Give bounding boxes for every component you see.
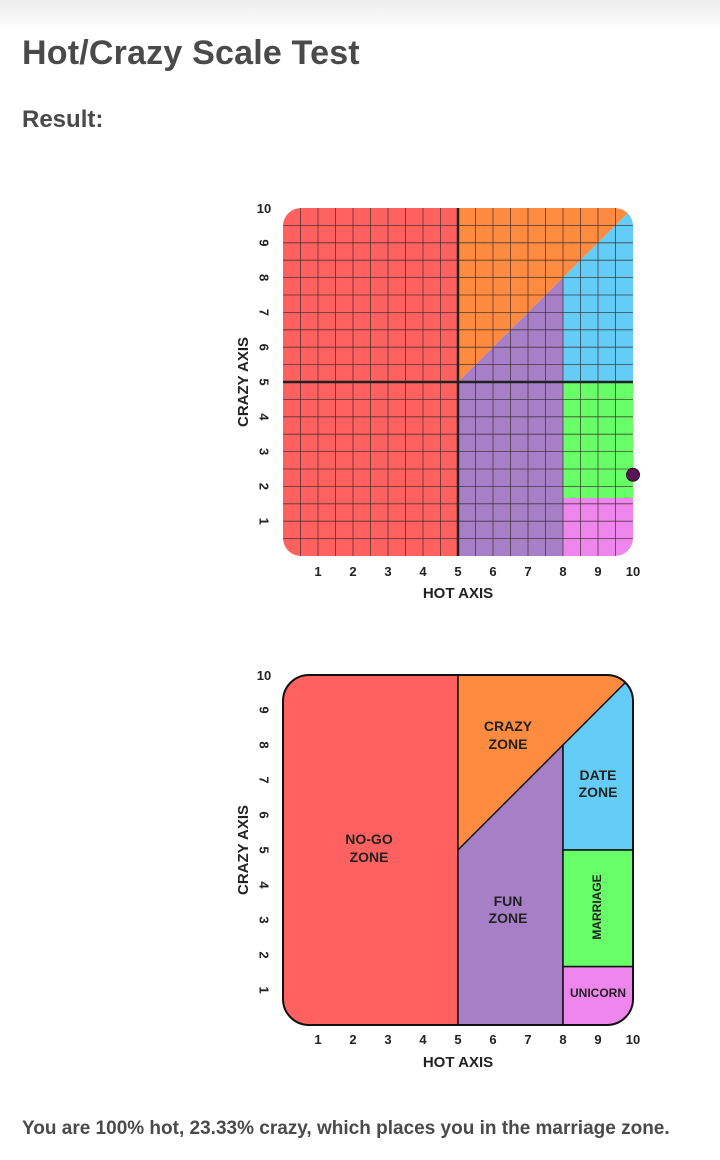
- x-tick: 8: [559, 1032, 566, 1047]
- date-zone-label-1: DATE: [579, 767, 616, 783]
- x-tick-labels: 1 2 3 4 5 6 7 8 9 10: [314, 564, 640, 579]
- x-axis-label: HOT AXIS: [423, 585, 493, 602]
- nogo-zone-label-1: NO-GO: [345, 831, 393, 847]
- y-tick: 3: [257, 448, 272, 455]
- result-marker: [626, 467, 640, 482]
- y-tick: 2: [257, 483, 272, 490]
- page-title: Hot/Crazy Scale Test: [22, 34, 360, 72]
- y-tick: 1: [257, 518, 272, 525]
- x-tick: 6: [489, 564, 496, 579]
- x-tick: 5: [454, 564, 461, 579]
- x-tick: 4: [419, 1032, 427, 1047]
- y-tick-labels: 1 2 3 4 5 6 7 8 9 10: [257, 201, 272, 525]
- x-tick: 6: [489, 1032, 496, 1047]
- y-tick: 1: [257, 986, 272, 993]
- x-tick: 5: [454, 1032, 461, 1047]
- y-tick: 9: [257, 239, 272, 246]
- x-tick: 3: [384, 564, 391, 579]
- y-tick: 8: [257, 741, 272, 748]
- x-tick: 2: [349, 1032, 356, 1047]
- x-tick: 4: [419, 564, 427, 579]
- x-tick: 1: [314, 564, 321, 579]
- center-axes: [283, 208, 633, 556]
- result-summary: You are 100% hot, 23.33% crazy, which pl…: [22, 1118, 670, 1139]
- x-tick: 2: [349, 564, 356, 579]
- top-bar: [0, 0, 720, 30]
- y-tick: 9: [257, 706, 272, 713]
- y-tick: 6: [257, 344, 272, 351]
- y-tick: 7: [257, 309, 272, 316]
- y-tick-labels: 1 2 3 4 5 6 7 8 9 10: [257, 668, 272, 994]
- y-tick: 2: [257, 951, 272, 958]
- y-axis-label: CRAZY AXIS: [235, 805, 252, 895]
- x-axis-label: HOT AXIS: [423, 1054, 493, 1071]
- y-tick: 4: [257, 413, 272, 421]
- y-axis-label: CRAZY AXIS: [235, 337, 252, 427]
- unicorn-zone: [562, 965, 633, 1025]
- y-tick: 10: [257, 668, 271, 683]
- fun-zone-label-2: ZONE: [489, 910, 528, 926]
- zone-map-border: [282, 674, 634, 1026]
- y-tick: 10: [257, 201, 271, 216]
- crazy-zone-label-1: CRAZY: [484, 718, 533, 734]
- x-tick: 8: [559, 564, 566, 579]
- y-tick: 4: [257, 881, 272, 889]
- y-tick: 3: [257, 916, 272, 923]
- x-tick: 9: [594, 1032, 601, 1047]
- x-tick: 10: [626, 1032, 640, 1047]
- x-tick-labels: 1 2 3 4 5 6 7 8 9 10: [314, 1032, 640, 1047]
- unicorn-zone-label: UNICORN: [570, 986, 626, 1000]
- x-tick: 7: [524, 564, 531, 579]
- nogo-zone-label-2: ZONE: [350, 849, 389, 865]
- y-tick: 8: [257, 274, 272, 281]
- hot-crazy-zone-map: NO-GO ZONE CRAZY ZONE FUN ZONE DATE ZONE…: [235, 668, 640, 1071]
- x-tick: 1: [314, 1032, 321, 1047]
- y-tick: 5: [257, 378, 272, 385]
- x-tick: 9: [594, 564, 601, 579]
- hot-crazy-result-chart: 1 2 3 4 5 6 7 8 9 10 1 2 3 4 5 6 7 8 9 10 HOT AXIS CRAZY A…: [235, 201, 640, 602]
- x-tick: 3: [384, 1032, 391, 1047]
- x-tick: 7: [524, 1032, 531, 1047]
- date-zone-label-2: ZONE: [579, 784, 618, 800]
- result-label: Result:: [22, 106, 104, 133]
- x-tick: 10: [626, 564, 640, 579]
- crazy-zone-label-2: ZONE: [489, 736, 528, 752]
- y-tick: 5: [257, 846, 272, 853]
- y-tick: 7: [257, 776, 272, 783]
- nogo-zone: [283, 675, 459, 1025]
- marriage-zone-label: MARRIAGE: [590, 874, 604, 939]
- y-tick: 6: [257, 811, 272, 818]
- fun-zone-label-1: FUN: [494, 893, 523, 909]
